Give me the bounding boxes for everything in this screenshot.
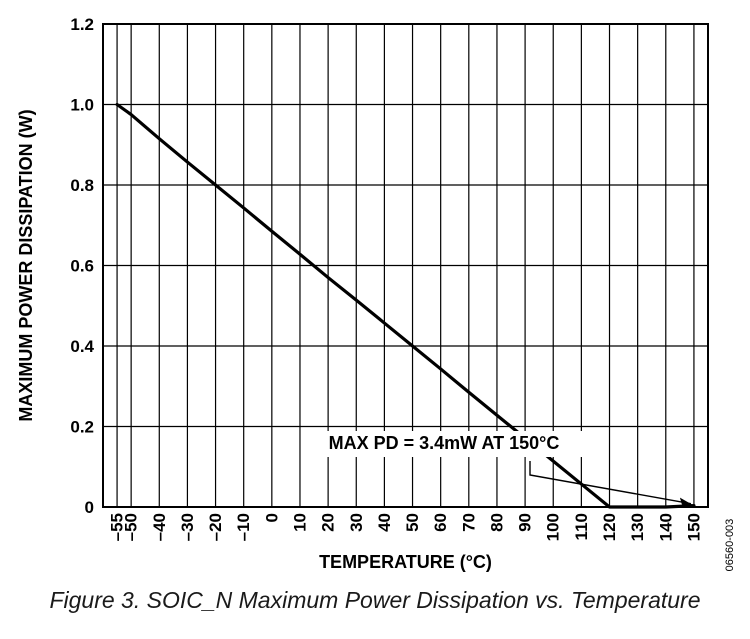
x-tick-label: 140 <box>656 513 675 541</box>
x-tick-label: 20 <box>319 513 338 532</box>
y-tick-label: 1.2 <box>70 15 94 34</box>
y-tick-labels: 0 0.2 0.4 0.6 0.8 1.0 1.2 <box>70 15 94 517</box>
x-tick-label: 100 <box>544 513 563 541</box>
x-tick-label: 30 <box>347 513 366 532</box>
series-line <box>115 102 696 509</box>
power-dissipation-chart: –55–50 –40 –30 –20 –10 0 10 20 30 40 50 60 70 80 90 100… <box>16 15 736 572</box>
y-tick-label: 0 <box>85 498 94 517</box>
x-tick-label: 90 <box>516 513 535 532</box>
x-tick-label: 0 <box>262 513 281 522</box>
x-tick-label: 40 <box>375 513 394 532</box>
y-axis-label: MAXIMUM POWER DISSIPATION (W) <box>16 109 36 421</box>
x-tick-labels: –55–50 –40 –30 –20 –10 0 10 20 30 40 50 60 70 80 90 100… <box>108 513 704 541</box>
annotations: MAX PD = 3.4mW AT 150°C <box>306 431 694 506</box>
annotation-background <box>306 431 582 457</box>
x-axis-label: TEMPERATURE (°C) <box>319 552 492 572</box>
plot-frame <box>102 23 709 508</box>
x-tick-label: –40 <box>150 513 169 541</box>
x-tick-label: –10 <box>234 513 253 541</box>
figure-caption: Figure 3. SOIC_N Maximum Power Dissipati… <box>49 587 701 613</box>
x-tick-label: –30 <box>178 513 197 541</box>
x-tick-label: 80 <box>487 513 506 532</box>
x-tick-label: –50 <box>122 513 141 541</box>
x-tick-label: 70 <box>459 513 478 532</box>
y-tick-label: 0.6 <box>70 257 94 276</box>
x-tick-label: 50 <box>403 513 422 532</box>
series <box>115 102 696 509</box>
annotation-leader-line <box>529 461 692 505</box>
y-tick-label: 0.4 <box>70 337 94 356</box>
y-tick-label: 0.8 <box>70 176 94 195</box>
x-tick-label: 110 <box>572 513 591 540</box>
y-tick-label: 1.0 <box>70 96 94 115</box>
annotation-text: MAX PD = 3.4mW AT 150°C <box>329 433 560 453</box>
x-tick-label: 60 <box>431 513 450 532</box>
x-tick-label: 130 <box>628 513 647 541</box>
y-tick-label: 0.2 <box>70 418 94 437</box>
x-tick-label: 10 <box>290 513 309 532</box>
x-tick-label: –20 <box>206 513 225 541</box>
x-tick-label: –55 <box>108 513 127 541</box>
annotation-arrowhead <box>679 497 694 506</box>
x-tick-label: 120 <box>600 513 619 541</box>
x-tick-label: 150 <box>684 513 703 541</box>
figure-id: 06560-003 <box>724 519 736 572</box>
